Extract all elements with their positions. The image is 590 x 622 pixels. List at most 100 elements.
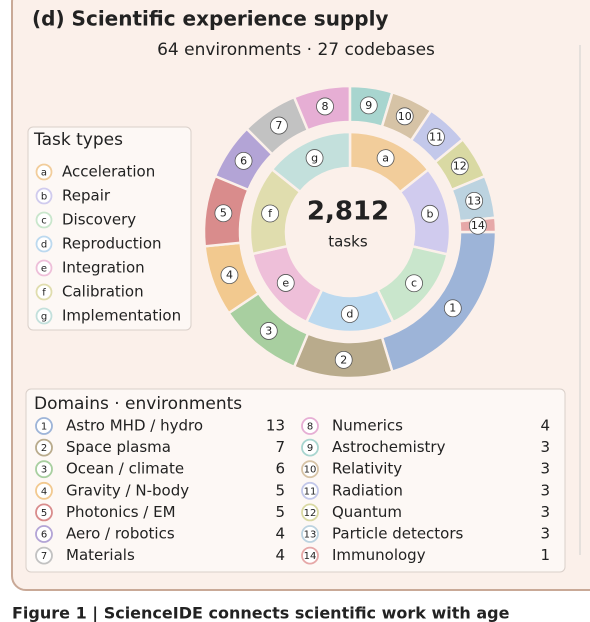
legend-label: Relativity — [332, 460, 402, 478]
legend-badge — [301, 481, 319, 500]
legend-id: a — [41, 168, 47, 179]
segment-id: 10 — [398, 110, 412, 123]
legend-badge — [35, 187, 53, 205]
legend-box — [25, 388, 566, 573]
segment-badge — [305, 149, 324, 167]
legend-label: Repair — [62, 187, 111, 205]
legend-badge — [301, 417, 319, 435]
legend-label: Calibration — [62, 283, 144, 301]
legend-id: 7 — [41, 551, 47, 562]
legend-badge — [35, 283, 53, 301]
legend-value: 4 — [540, 417, 550, 435]
legend-value: 1 — [540, 546, 550, 564]
segment-id: 2 — [340, 353, 347, 366]
segment-id: 9 — [365, 99, 372, 112]
legend-box — [27, 126, 192, 331]
segment-id: 3 — [265, 324, 272, 337]
segment-badge — [427, 128, 445, 147]
segment-id: a — [382, 152, 389, 165]
segment-id: 5 — [220, 207, 227, 220]
segment-id: b — [426, 207, 433, 220]
legend-label: Discovery — [62, 211, 136, 229]
segment-id: 11 — [429, 131, 443, 144]
segment-id: 13 — [467, 194, 481, 207]
legend-value: 4 — [275, 525, 285, 543]
segment-badge — [359, 96, 378, 115]
legend-id: 4 — [41, 486, 47, 497]
segment-badge — [234, 151, 253, 170]
legend-id: 11 — [304, 486, 317, 497]
legend-value: 6 — [275, 460, 285, 478]
legend-label: Astro MHD / hydro — [66, 417, 203, 435]
segment-id: d — [346, 307, 353, 320]
segment-id: 1 — [449, 302, 456, 315]
segment-badge — [269, 116, 288, 135]
legend-id: 6 — [41, 530, 47, 541]
legend-id: c — [41, 216, 47, 227]
subtitle: 64 environments · 27 codebases — [157, 40, 435, 60]
legend-id: 9 — [307, 443, 313, 454]
segment-badge — [316, 97, 334, 116]
legend-label: Reproduction — [62, 235, 162, 253]
segment-id: f — [268, 207, 273, 220]
legend-id: 3 — [41, 465, 47, 476]
legend-value: 3 — [540, 460, 550, 478]
segment-id: 14 — [471, 219, 485, 232]
segment-badge — [443, 299, 462, 318]
legend-badge — [35, 525, 53, 543]
legend-badge — [35, 481, 53, 500]
chart-title: (d) Scientific experience supply — [32, 7, 388, 31]
legend-id: 2 — [41, 443, 47, 454]
segment-badge — [276, 274, 295, 292]
legend-badge — [35, 417, 53, 435]
segment-badge — [395, 107, 414, 126]
segment-id: 12 — [453, 160, 467, 173]
segment-id: g — [311, 152, 318, 165]
legend-badge — [35, 211, 53, 229]
legend-label: Immunology — [332, 546, 426, 564]
legend-badge — [301, 525, 319, 543]
legend-value: 4 — [275, 546, 285, 564]
total-text: tasks — [328, 233, 368, 251]
legend-title: Task types — [33, 130, 123, 150]
legend-label: Particle detectors — [332, 525, 464, 543]
segment-id: e — [282, 276, 289, 289]
legend-value: 5 — [275, 503, 285, 521]
legend-badge — [35, 503, 53, 522]
segment-badge — [421, 204, 439, 223]
segment-badge — [259, 322, 278, 340]
legend-badge — [35, 546, 53, 565]
segment-badge — [334, 350, 353, 369]
legend-value: 3 — [540, 503, 550, 521]
legend-label: Ocean / climate — [66, 460, 184, 478]
legend-badge — [301, 438, 319, 457]
legend-id: g — [41, 312, 47, 323]
segment-badge — [376, 149, 395, 168]
legend-id: 12 — [304, 508, 317, 519]
legend-value: 7 — [275, 438, 285, 456]
segment-badge — [340, 305, 359, 323]
legend-badge — [301, 546, 319, 565]
legend-badge — [35, 460, 53, 479]
legend-badge — [301, 503, 319, 522]
segment-badge — [468, 216, 487, 235]
legend-badge — [35, 307, 53, 325]
legend-id: 10 — [304, 465, 317, 476]
legend-label: Astrochemistry — [332, 438, 446, 456]
segment-badge — [405, 274, 423, 293]
legend-label: Space plasma — [66, 438, 171, 456]
legend-badge — [35, 438, 53, 457]
legend-label: Implementation — [62, 307, 181, 325]
legend-label: Quantum — [332, 503, 402, 521]
legend-value: 5 — [275, 481, 285, 499]
segment-badge — [214, 204, 233, 223]
caption: Figure 1 | ScienceIDE connects scientifi… — [12, 604, 510, 622]
legend-label: Aero / robotics — [66, 525, 175, 543]
legend-label: Integration — [62, 259, 145, 277]
legend-value: 13 — [266, 417, 285, 435]
total: 2,812 — [307, 197, 389, 227]
legend-id: 14 — [304, 551, 317, 562]
legend-value: 3 — [540, 438, 550, 456]
